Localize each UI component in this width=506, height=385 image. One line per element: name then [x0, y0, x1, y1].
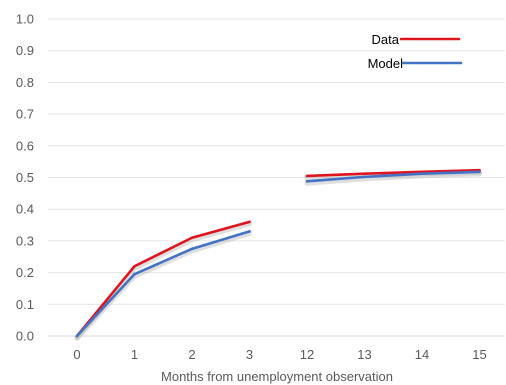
data-point — [305, 180, 309, 183]
y-tick-label: 0.2 — [16, 265, 34, 280]
series-lines — [74, 168, 482, 341]
y-tick-label: 0.4 — [16, 202, 34, 217]
series-line-shadow — [74, 230, 252, 341]
y-tick-label: 0.7 — [16, 107, 34, 122]
x-tick-label: 15 — [472, 347, 486, 362]
legend-label: Model — [368, 56, 404, 71]
data-point — [248, 230, 251, 233]
data-point — [478, 170, 481, 174]
x-tick-label: 0 — [73, 347, 80, 362]
data-point — [305, 174, 309, 178]
series-line-shadow — [304, 171, 482, 186]
series-line-data — [75, 220, 251, 338]
data-point — [363, 172, 366, 175]
data-point — [420, 172, 424, 175]
data-point — [248, 220, 251, 224]
legend-label: Data — [372, 32, 400, 47]
x-tick-label: 1 — [131, 347, 138, 362]
data-point — [190, 236, 194, 240]
y-tick-label: 0.5 — [16, 170, 34, 185]
y-tick-label: 0.6 — [16, 138, 34, 153]
y-axis-ticks: 0.0 0.1 0.2 0.3 0.4 0.5 0.6 0.7 0.8 0.9 1.0 — [16, 12, 34, 344]
y-tick-label: 0.1 — [16, 297, 34, 312]
data-point — [75, 334, 79, 338]
x-tick-label: 3 — [246, 347, 253, 362]
x-tick-label: 12 — [300, 347, 314, 362]
gridlines — [48, 18, 505, 337]
data-point — [133, 272, 136, 276]
legend: Data Model — [368, 32, 463, 71]
data-point — [190, 247, 194, 251]
y-tick-label: 0.3 — [16, 233, 34, 248]
series-line-model — [305, 170, 481, 183]
x-tick-label: 14 — [415, 347, 429, 362]
y-tick-label: 0.8 — [16, 75, 34, 90]
data-point — [363, 175, 366, 179]
data-point — [133, 264, 136, 268]
x-axis-title: Months from unemployment observation — [161, 369, 393, 384]
series-line-data — [305, 168, 481, 178]
y-tick-label: 0.9 — [16, 43, 34, 58]
series-line-model — [75, 230, 251, 338]
y-tick-label: 0.0 — [16, 329, 34, 344]
x-tick-label: 2 — [188, 347, 195, 362]
y-tick-label: 1.0 — [16, 12, 34, 27]
x-axis-ticks: 0 1 2 3 12 13 14 15 — [73, 347, 486, 362]
x-tick-label: 13 — [357, 347, 371, 362]
